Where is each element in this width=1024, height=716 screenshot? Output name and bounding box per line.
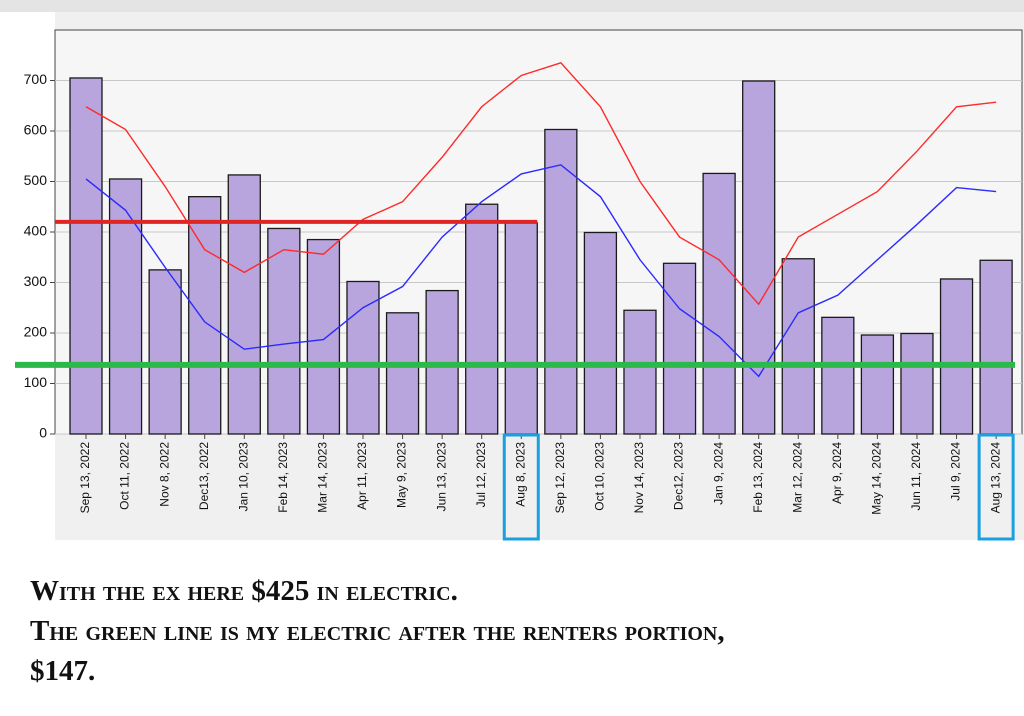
x-tick-label: Jul 12, 2023 [474,442,488,508]
bar [346,280,380,435]
x-tick-label: Oct 10, 2023 [593,442,607,511]
x-tick-label: Aug 13, 2024 [988,442,1002,514]
series-line [85,164,997,378]
y-tick-label: 100 [24,374,48,390]
labels: 0 100 200 300 400 500 600 700 Sep 13, 2022 Oct 11… [24,71,1015,541]
x-tick-label: Jun 13, 2023 [434,442,448,512]
series-line [85,62,997,306]
bar [583,231,618,435]
highlight-box [977,433,1015,541]
x-tick-label: Sep 13, 2022 [78,442,92,514]
bar [742,80,776,435]
x-tick-label: Jul 9, 2024 [949,442,963,501]
bar [623,309,657,435]
x-tick-label: Dec12, 2023 [672,442,686,510]
toolbar-strip [0,0,1024,12]
x-tick-label: Jan 9, 2024 [711,442,725,505]
x-tick-label: Mar 14, 2023 [316,442,330,513]
y-tick-label: 200 [24,324,48,340]
y-tick-label: 600 [24,122,48,138]
x-tick-label: Apr 9, 2024 [830,442,844,504]
x-tick-label: Jun 11, 2024 [909,442,923,511]
bar [108,178,143,435]
bar [900,332,934,435]
x-tick-label: Feb 13, 2024 [751,442,765,513]
bar [188,195,222,435]
highlight-box [502,433,540,541]
bar [69,77,103,435]
bar [385,312,420,435]
x-tick-label: Mar 12, 2024 [790,442,804,513]
y-tick-label: 700 [24,71,48,87]
y-tick-label: 300 [24,273,48,289]
notes: With the ex here $425 in electric. The gr… [30,575,725,687]
axis-margin [0,12,55,540]
x-tick-label: Nov 14, 2023 [632,442,646,514]
lines [15,62,1015,378]
y-tick-label: 0 [39,425,47,441]
annotation: With the ex here $425 in electric. [30,575,458,607]
bar [227,174,261,435]
x-tick-label: Aug 8, 2023 [513,442,527,507]
x-tick-label: Sep 12, 2023 [553,442,567,514]
x-tick-label: Dec13, 2022 [197,442,211,510]
x-tick-label: Apr 11, 2023 [355,442,369,510]
annotation: The green line is my electric after the … [30,615,725,647]
bar [662,262,697,435]
bar [267,227,301,435]
x-tick-label: Oct 11, 2022 [118,442,132,510]
bars [69,77,1013,435]
bar [939,278,974,435]
bar [860,334,895,435]
x-tick-label: Jan 10, 2023 [236,442,250,512]
bar [781,258,815,435]
y-tick-label: 500 [24,172,48,188]
bar [504,222,538,435]
bar [544,128,578,435]
annotation: $147. [30,655,95,687]
bar [306,238,341,435]
bar [979,259,1013,435]
x-tick-label: Feb 14, 2023 [276,442,290,513]
x-tick-label: May 9, 2023 [395,442,409,508]
y-tick-label: 400 [24,223,48,239]
bar [465,203,499,435]
bar [148,269,182,435]
x-tick-label: May 14, 2024 [870,442,884,515]
bar [702,172,736,435]
x-tick-label: Nov 8, 2022 [157,442,171,507]
bar [821,316,855,435]
